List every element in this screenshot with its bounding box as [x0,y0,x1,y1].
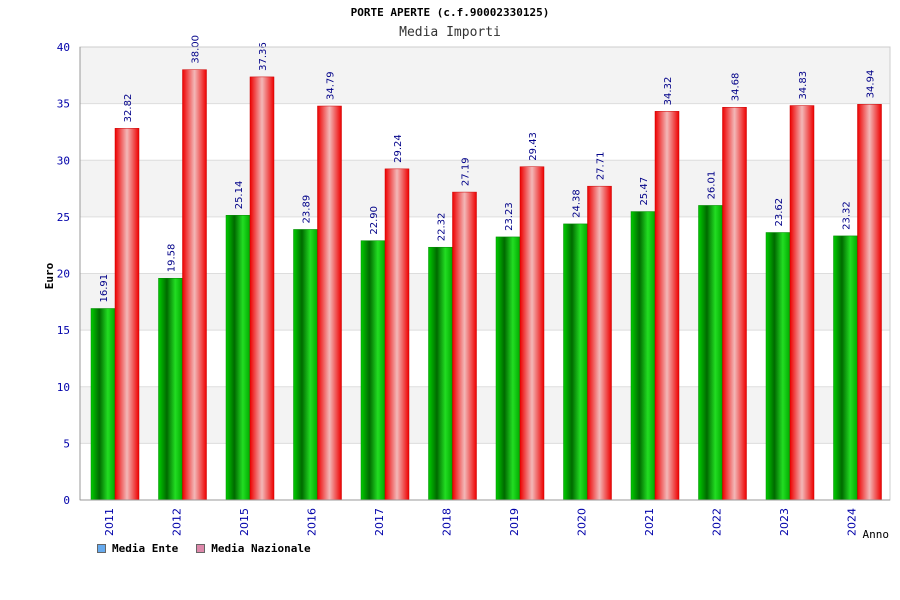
value-label: 24.38 [572,189,583,218]
plot-band [80,386,890,444]
value-label: 22.32 [437,213,448,242]
x-tick-label: 2022 [711,508,724,536]
value-label: 34.83 [798,71,809,100]
y-tick-label: 25 [57,211,70,224]
x-tick-label: 2024 [846,508,859,536]
legend-swatch-nazionale [196,544,206,553]
bar-nazionale [722,106,747,501]
value-label: 25.47 [639,177,650,206]
plot-band [80,216,890,274]
bar-nazionale [519,166,545,501]
value-label: 37.36 [258,42,269,71]
bar-ente [360,240,386,501]
bar-ente [90,308,116,501]
plot-band [80,160,890,217]
bar-ente [225,215,251,501]
value-label: 22.90 [369,206,380,235]
legend-swatch-ente [97,544,106,553]
y-tick-label: 40 [57,41,70,54]
x-tick-label: 2023 [778,508,791,536]
x-tick-label: 2016 [306,508,319,536]
plot-band [80,273,890,331]
legend-label-ente: Media Ente [112,542,179,555]
y-tick-label: 10 [57,381,70,394]
value-label: 19.58 [167,244,178,273]
value-label: 38.00 [191,35,202,64]
x-tick-label: 2018 [441,508,454,536]
legend-item-nazionale: Media Nazionale [196,542,311,555]
bar-ente [698,205,723,501]
value-label: 29.24 [393,134,404,163]
y-tick-label: 0 [63,494,70,507]
bar-nazionale [857,104,882,501]
legend-item-ente: Media Ente [97,542,178,555]
x-tick-label: 2021 [643,508,656,536]
value-label: 27.71 [596,152,607,181]
bar-nazionale [114,128,140,501]
bar-nazionale [384,168,410,501]
y-tick-label: 20 [57,268,70,281]
value-label: 27.19 [461,157,472,186]
bar-nazionale [452,191,477,501]
legend: Media Ente Media Nazionale [97,542,311,555]
value-label: 16.91 [99,274,110,303]
bar-nazionale [587,185,612,501]
bar-nazionale [317,105,342,501]
bar-ente [563,223,588,501]
y-tick-label: 35 [57,98,70,111]
bar-ente [495,236,521,501]
x-axis-label: Anno [863,528,890,541]
value-label: 26.01 [707,171,718,200]
value-label: 23.32 [842,201,853,230]
bar-nazionale [789,105,815,501]
y-axis-label: Euro [43,262,56,289]
bar-nazionale [249,76,275,501]
chart-subtitle: Media Importi [399,25,501,40]
value-label: 25.14 [234,181,245,210]
bar-ente [158,278,183,501]
y-tick-label: 30 [57,154,70,167]
value-label: 34.94 [866,70,877,99]
plot-band [80,47,890,104]
chart-title: PORTE APERTE (c.f.90002330125) [350,6,550,19]
x-tick-label: 2012 [171,508,184,536]
bar-ente [833,235,858,501]
plot-band [80,443,890,500]
x-tick-label: 2017 [373,508,386,536]
value-label: 34.79 [326,71,337,100]
plot-band [80,330,890,387]
x-tick-label: 2019 [508,508,521,536]
value-label: 34.32 [663,77,674,106]
bar-nazionale [182,69,207,501]
y-tick-label: 15 [57,324,70,337]
bar-nazionale [654,111,680,501]
x-tick-label: 2011 [103,508,116,536]
bar-ente [630,211,656,501]
value-label: 23.89 [302,195,313,224]
value-label: 34.68 [731,73,742,102]
bar-ente [293,229,318,501]
y-tick-label: 5 [63,437,70,450]
bar-ente [765,232,791,501]
plot-band [80,103,890,161]
legend-label-nazionale: Media Nazionale [211,542,311,555]
value-label: 29.43 [528,132,539,161]
bar-ente [428,246,453,501]
x-tick-label: 2020 [576,508,589,536]
value-label: 23.62 [774,198,785,227]
value-label: 32.82 [123,94,134,123]
value-label: 23.23 [504,202,515,231]
x-tick-label: 2015 [238,508,251,536]
